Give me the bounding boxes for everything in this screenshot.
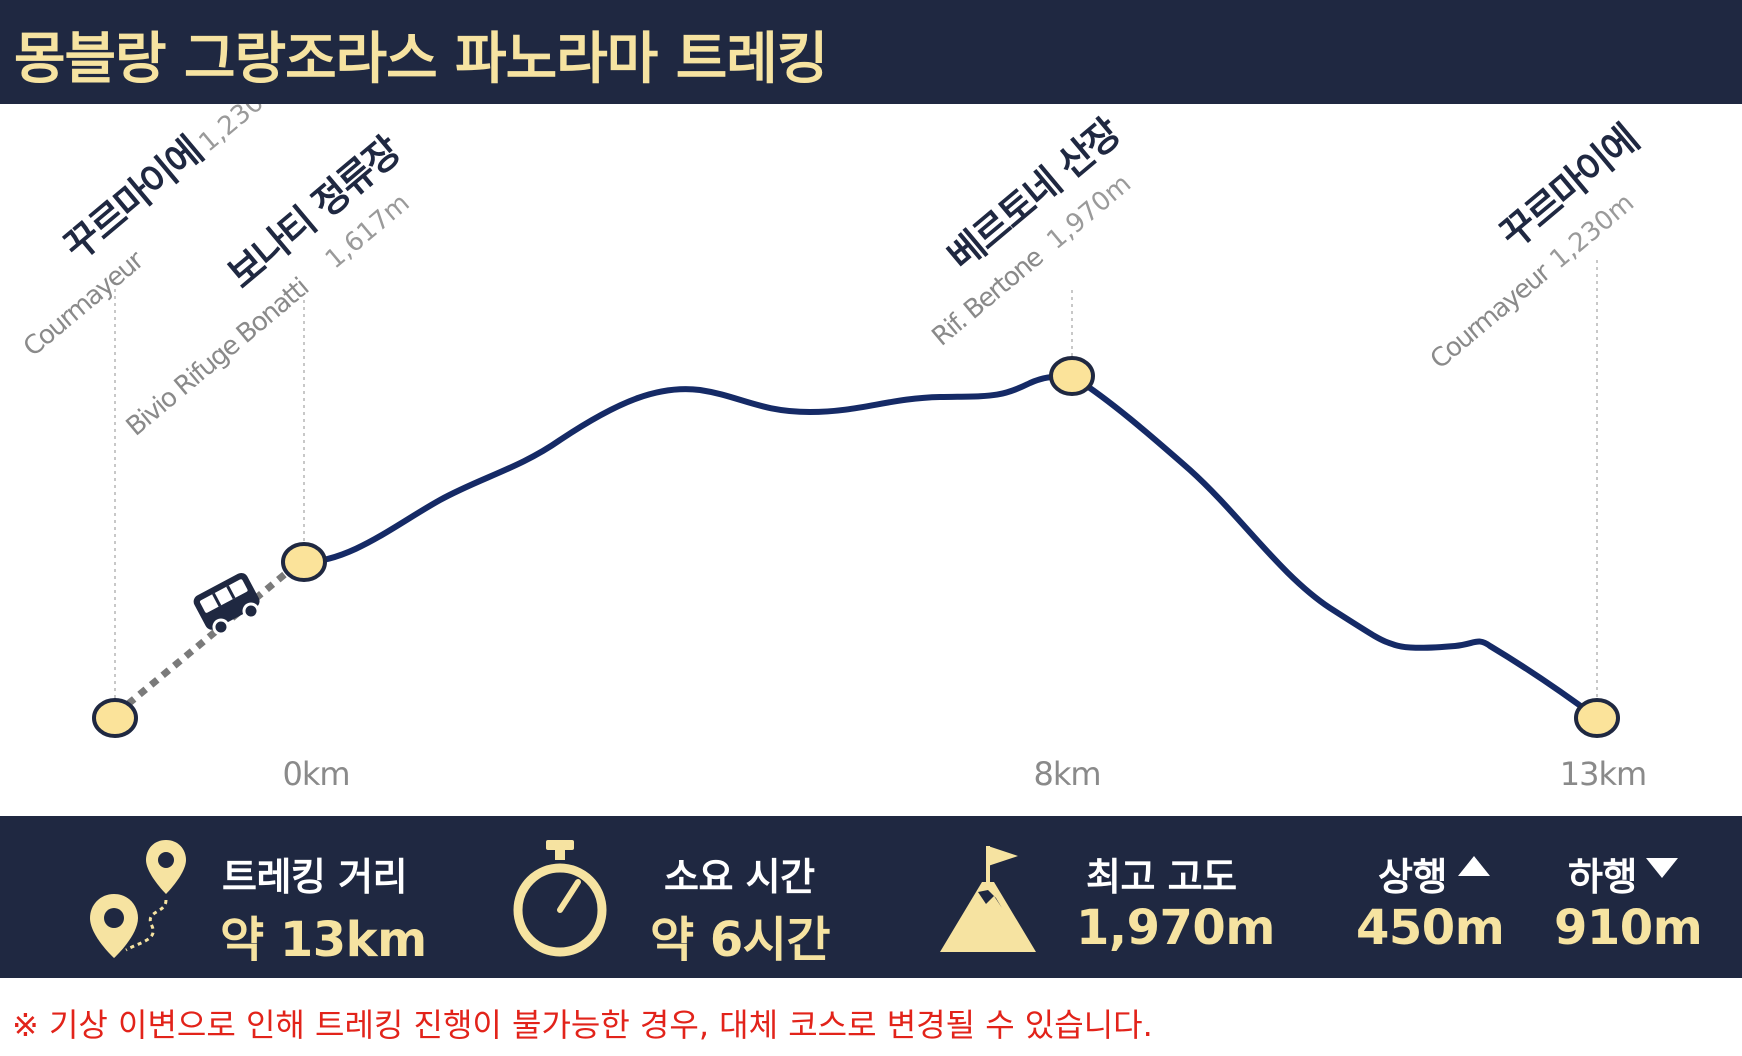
- elevation-profile: 꾸르마이에 1,230m Courmayeur 보나티 정류장 1,617m B…: [18, 104, 1647, 793]
- trek-stats-bar: 트레킹 거리 약 13km 소요 시간 약 6시간 최고 고도 1,970m 상…: [0, 816, 1742, 978]
- waypoint-marker-end: [1574, 698, 1620, 738]
- stat-duration-value: 약 6시간: [650, 912, 831, 968]
- waypoint-label-bertone: 베르토네 산장 1,970m Rif. Bertone: [926, 110, 1137, 353]
- mountain-flag-icon: [940, 846, 1036, 952]
- distance-tick: 13km: [1560, 755, 1646, 793]
- bus-icon: [193, 572, 260, 636]
- stat-max-altitude-value: 1,970m: [1076, 900, 1275, 956]
- waypoint-marker-bertone: [1049, 356, 1095, 396]
- triangle-up-icon: [1458, 856, 1490, 876]
- distance-tick: 0km: [282, 755, 349, 793]
- waypoint-name: 꾸르마이에: [56, 129, 211, 269]
- stat-ascent-value: 450m: [1356, 900, 1505, 956]
- stat-descent-label: 하행: [1568, 855, 1637, 899]
- bus-transfer-line: [125, 567, 293, 707]
- waypoint-elevation: 1,230m: [193, 104, 289, 158]
- page-title: 몽블랑 그랑조라스 파노라마 트레킹: [14, 27, 828, 92]
- stat-duration-label: 소요 시간: [664, 855, 815, 899]
- stat-max-altitude-label: 최고 고도: [1086, 855, 1237, 899]
- waypoint-label-end: 꾸르마이에 1,230m Courmayeur: [1425, 117, 1646, 375]
- triangle-down-icon: [1646, 858, 1678, 878]
- title-bar: 몽블랑 그랑조라스 파노라마 트레킹: [0, 0, 1742, 104]
- distance-tick: 8km: [1033, 755, 1100, 793]
- trail-route-line: [301, 373, 1600, 721]
- waypoint-marker-bonatti: [281, 542, 327, 582]
- stat-distance-label: 트레킹 거리: [222, 855, 408, 899]
- waypoint-english-name: Courmayeur: [1425, 257, 1557, 375]
- stat-ascent-label: 상행: [1378, 855, 1447, 899]
- stat-distance-value: 약 13km: [220, 912, 427, 968]
- route-pin-icon: [90, 840, 186, 958]
- weather-notice: ※ 기상 이변으로 인해 트레킹 진행이 불가능한 경우, 대체 코스로 변경될…: [12, 1006, 1153, 1044]
- stat-descent-value: 910m: [1554, 900, 1703, 956]
- stopwatch-icon: [513, 840, 607, 957]
- waypoint-english-name: Bivio Rifuge Bonatti: [121, 273, 314, 442]
- waypoint-marker-start: [92, 698, 138, 738]
